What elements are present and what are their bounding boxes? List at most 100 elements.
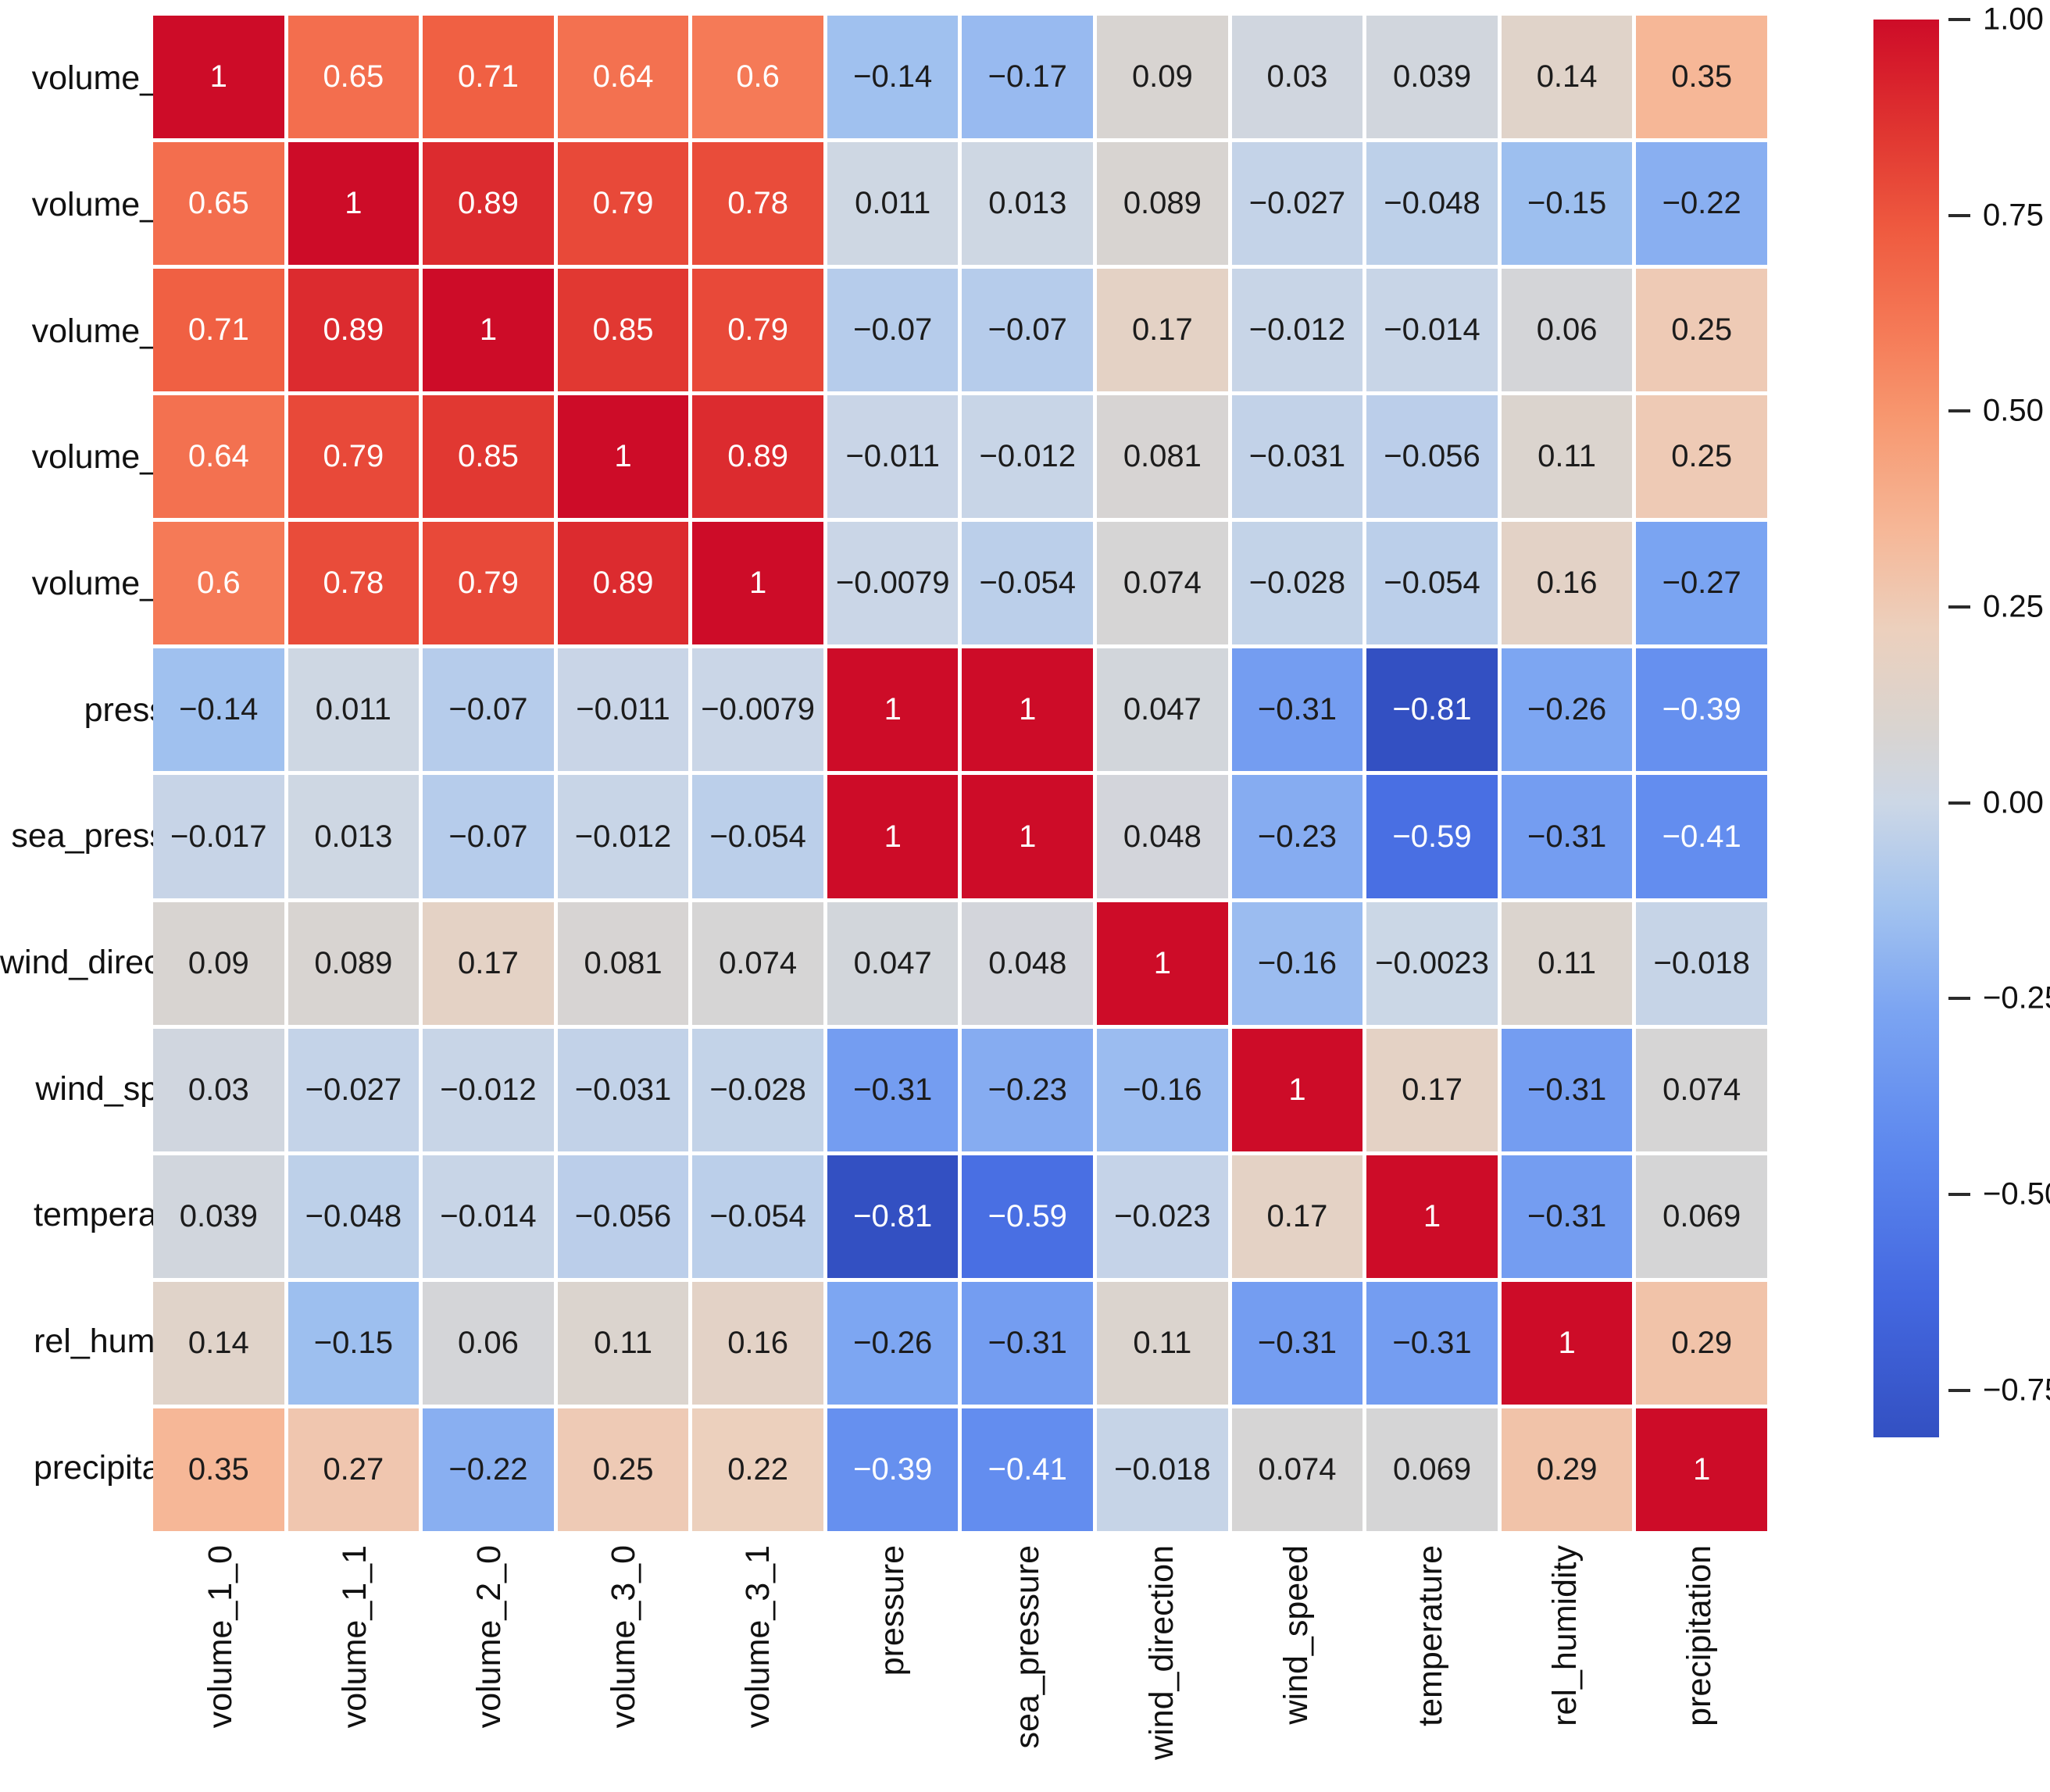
x-tick-label-precipitation: precipitation [1680,1545,1719,1726]
heatmap-cell-wind_direction-volume_3_0: 0.081 [557,901,689,1025]
colorbar-tick-mark [1948,605,1970,609]
heatmap-cell-wind_speed-pressure: −0.31 [827,1028,959,1151]
heatmap-cell-pressure-wind_speed: −0.31 [1231,648,1363,772]
heatmap-cell-volume_3_0-pressure: −0.011 [827,395,959,519]
heatmap-cell-wind_direction-sea_pressure: 0.048 [962,901,1094,1025]
x-tick-label-sea_pressure: sea_pressure [1008,1545,1046,1749]
x-tick-label-volume_3_1: volume_3_1 [739,1545,777,1729]
heatmap-cell-wind_direction-temperature: −0.0023 [1366,901,1498,1025]
heatmap-cell-precipitation-temperature: 0.069 [1366,1408,1498,1531]
heatmap-cell-wind_speed-wind_speed: 1 [1231,1028,1363,1151]
heatmap-cell-temperature-rel_humidity: −0.31 [1501,1155,1633,1278]
heatmap-cell-pressure-volume_1_1: 0.011 [288,648,420,772]
heatmap-cell-volume_1_1-sea_pressure: 0.013 [962,142,1094,266]
heatmap-cell-pressure-volume_1_0: −0.14 [153,648,284,772]
heatmap-cell-wind_direction-pressure: 0.047 [827,901,959,1025]
x-tick-slot-rel_humidity: rel_humidity [1498,1545,1633,1789]
colorbar-tick-label: 0.25 [1983,589,2044,624]
heatmap-cell-volume_3_1-pressure: −0.0079 [827,522,959,645]
heatmap-cell-wind_direction-volume_3_1: 0.074 [692,901,823,1025]
heatmap-cell-volume_2_0-volume_3_0: 0.85 [557,269,689,392]
heatmap-cell-volume_1_0-volume_3_0: 0.64 [557,16,689,139]
heatmap-cell-sea_pressure-sea_pressure: 1 [962,775,1094,898]
x-tick-label-volume_1_0: volume_1_0 [201,1545,239,1729]
heatmap-cell-rel_humidity-pressure: −0.26 [827,1281,959,1405]
heatmap-cell-temperature-wind_speed: 0.17 [1231,1155,1363,1278]
heatmap-cell-volume_1_0-rel_humidity: 0.14 [1501,16,1633,139]
x-tick-slot-volume_3_0: volume_3_0 [557,1545,691,1789]
x-tick-slot-pressure: pressure [826,1545,960,1789]
heatmap-cell-temperature-volume_3_1: −0.054 [692,1155,823,1278]
heatmap-cell-precipitation-volume_1_1: 0.27 [288,1408,420,1531]
heatmap-cell-precipitation-volume_3_1: 0.22 [692,1408,823,1531]
heatmap-cell-volume_1_1-volume_3_1: 0.78 [692,142,823,266]
heatmap-cell-volume_3_1-wind_speed: −0.028 [1231,522,1363,645]
heatmap-cell-volume_3_1-volume_3_0: 0.89 [557,522,689,645]
heatmap-cell-temperature-volume_1_1: −0.048 [288,1155,420,1278]
heatmap-cell-volume_3_1-rel_humidity: 0.16 [1501,522,1633,645]
heatmap-cell-temperature-volume_3_0: −0.056 [557,1155,689,1278]
heatmap-cell-volume_2_0-volume_3_1: 0.79 [692,269,823,392]
heatmap-grid: 1 0.65 0.71 0.64 0.6 −0.14 −0.17 0.09 0.03 0.039 0… [153,16,1767,1531]
x-tick-slot-wind_direction: wind_direction [1095,1545,1229,1789]
x-tick-slot-temperature: temperature [1364,1545,1498,1789]
x-tick-slot-volume_1_1: volume_1_1 [288,1545,422,1789]
colorbar-tick-label: −0.50 [1983,1176,2050,1212]
x-tick-label-wind_speed: wind_speed [1277,1545,1315,1725]
heatmap-cell-volume_1_0-volume_2_0: 0.71 [423,16,554,139]
heatmap-cell-rel_humidity-volume_3_0: 0.11 [557,1281,689,1405]
heatmap-cell-temperature-volume_1_0: 0.039 [153,1155,284,1278]
heatmap-cell-wind_speed-volume_3_1: −0.028 [692,1028,823,1151]
y-axis-tick-labels: volume_1_0 volume_1_1 volume_2_0 volume_3_0… [0,16,215,1531]
heatmap-cell-sea_pressure-volume_1_0: −0.017 [153,775,284,898]
heatmap-cell-wind_speed-volume_3_0: −0.031 [557,1028,689,1151]
heatmap-cell-precipitation-rel_humidity: 0.29 [1501,1408,1633,1531]
heatmap-cell-volume_1_1-volume_2_0: 0.89 [423,142,554,266]
heatmap-cell-temperature-pressure: −0.81 [827,1155,959,1278]
heatmap-cell-sea_pressure-volume_3_1: −0.054 [692,775,823,898]
colorbar-tick-mark [1948,997,1970,1001]
heatmap-cell-volume_1_1-wind_direction: 0.089 [1097,142,1228,266]
heatmap-cell-wind_direction-precipitation: −0.018 [1636,901,1767,1025]
heatmap-cell-volume_1_1-volume_1_0: 0.65 [153,142,284,266]
x-tick-slot-volume_1_0: volume_1_0 [153,1545,288,1789]
x-tick-label-pressure: pressure [873,1545,912,1676]
colorbar-tick-mark [1948,1388,1970,1392]
heatmap-cell-wind_direction-rel_humidity: 0.11 [1501,901,1633,1025]
heatmap-cell-pressure-volume_3_0: −0.011 [557,648,689,772]
heatmap-cell-precipitation-pressure: −0.39 [827,1408,959,1531]
heatmap-cell-volume_3_0-volume_1_1: 0.79 [288,395,420,519]
heatmap-cell-volume_2_0-temperature: −0.014 [1366,269,1498,392]
heatmap-cell-volume_2_0-volume_1_1: 0.89 [288,269,420,392]
heatmap-cell-volume_3_1-volume_1_1: 0.78 [288,522,420,645]
heatmap-cell-volume_1_1-precipitation: −0.22 [1636,142,1767,266]
heatmap-cell-volume_1_1-temperature: −0.048 [1366,142,1498,266]
x-tick-label-volume_2_0: volume_2_0 [470,1545,508,1729]
x-tick-label-volume_1_1: volume_1_1 [335,1545,373,1729]
heatmap-cell-pressure-temperature: −0.81 [1366,648,1498,772]
heatmap-cell-rel_humidity-volume_1_0: 0.14 [153,1281,284,1405]
heatmap-cell-rel_humidity-volume_1_1: −0.15 [288,1281,420,1405]
heatmap-cell-precipitation-volume_2_0: −0.22 [423,1408,554,1531]
heatmap-cell-volume_2_0-volume_1_0: 0.71 [153,269,284,392]
heatmap-cell-rel_humidity-wind_speed: −0.31 [1231,1281,1363,1405]
heatmap-cell-precipitation-wind_speed: 0.074 [1231,1408,1363,1531]
heatmap-cell-wind_direction-volume_1_1: 0.089 [288,901,420,1025]
heatmap-cell-volume_3_1-wind_direction: 0.074 [1097,522,1228,645]
heatmap-cell-volume_3_1-temperature: −0.054 [1366,522,1498,645]
colorbar-tick-label: 0.75 [1983,198,2044,233]
colorbar-tick-mark [1948,801,1970,805]
heatmap-cell-temperature-temperature: 1 [1366,1155,1498,1278]
heatmap-cell-sea_pressure-pressure: 1 [827,775,959,898]
heatmap-cell-wind_speed-precipitation: 0.074 [1636,1028,1767,1151]
heatmap-cell-rel_humidity-wind_direction: 0.11 [1097,1281,1228,1405]
heatmap-cell-pressure-precipitation: −0.39 [1636,648,1767,772]
heatmap-cell-volume_1_0-wind_speed: 0.03 [1231,16,1363,139]
heatmap-cell-volume_3_0-volume_2_0: 0.85 [423,395,554,519]
heatmap-cell-volume_1_0-precipitation: 0.35 [1636,16,1767,139]
heatmap-cell-volume_1_1-volume_3_0: 0.79 [557,142,689,266]
heatmap-cell-pressure-pressure: 1 [827,648,959,772]
colorbar-tick-mark [1948,213,1970,217]
heatmap-cell-volume_1_1-wind_speed: −0.027 [1231,142,1363,266]
heatmap-cell-wind_speed-volume_1_1: −0.027 [288,1028,420,1151]
